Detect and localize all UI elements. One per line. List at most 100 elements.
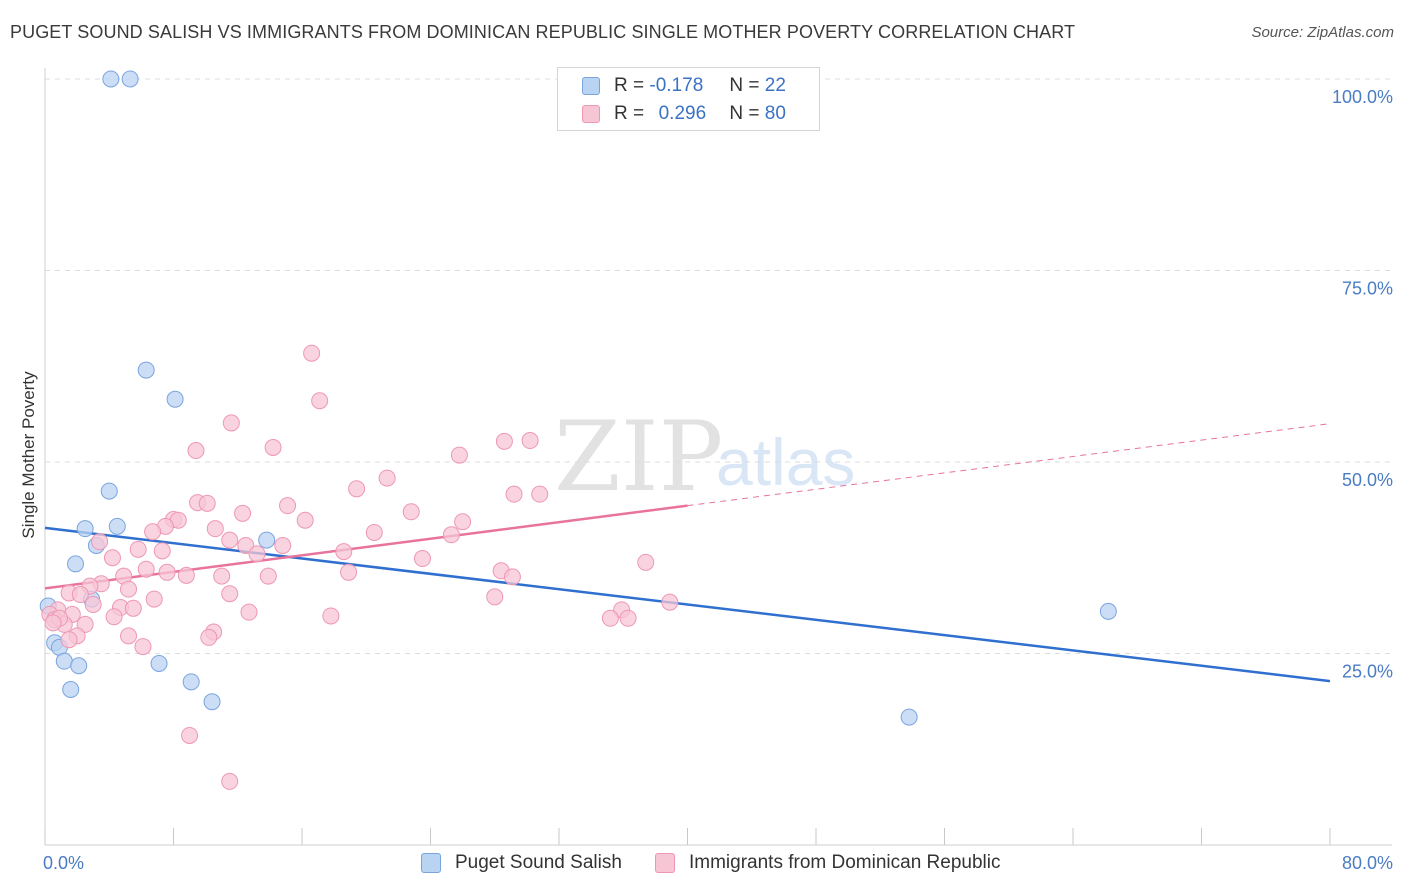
legend-row-puget: R = -0.178 N = 22 bbox=[582, 73, 786, 99]
point-dominican bbox=[84, 595, 102, 613]
point-dominican bbox=[200, 628, 218, 646]
y-axis-label: Single Mother Poverty bbox=[19, 371, 38, 539]
legend-r-value: -0.178 bbox=[649, 75, 704, 96]
point-dominican bbox=[221, 585, 239, 603]
point-dominican bbox=[234, 504, 252, 522]
series-legend: Puget Sound Salish Immigrants from Domin… bbox=[0, 852, 1406, 878]
point-dominican bbox=[71, 586, 89, 604]
point-dominican bbox=[505, 485, 523, 503]
point-dominican bbox=[450, 446, 468, 464]
point-puget bbox=[182, 673, 200, 691]
point-puget bbox=[1099, 602, 1117, 620]
legend-row-dominican: R = 0.296 N = 80 bbox=[582, 101, 786, 127]
point-puget bbox=[67, 555, 85, 573]
trend-line-puget bbox=[44, 526, 1331, 683]
point-dominican bbox=[103, 549, 121, 567]
source-credit: Source: ZipAtlas.com bbox=[1251, 24, 1394, 41]
point-dominican bbox=[181, 726, 199, 744]
point-dominican bbox=[486, 588, 504, 606]
legend-r-label: R = bbox=[614, 103, 645, 124]
point-puget bbox=[62, 681, 80, 699]
point-dominican bbox=[442, 526, 460, 544]
point-dominican bbox=[124, 599, 142, 617]
point-puget bbox=[203, 693, 221, 711]
point-dominican bbox=[531, 485, 549, 503]
point-dominican bbox=[601, 609, 619, 627]
point-dominican bbox=[177, 566, 195, 584]
legend-n-value: 22 bbox=[764, 75, 786, 96]
x-tick-label: 80.0% bbox=[1342, 853, 1393, 873]
point-puget bbox=[121, 70, 139, 88]
chart-title: PUGET SOUND SALISH VS IMMIGRANTS FROM DO… bbox=[10, 22, 1076, 42]
legend-n-value: 80 bbox=[764, 103, 786, 124]
point-dominican bbox=[145, 590, 163, 608]
point-puget bbox=[70, 657, 88, 675]
point-dominican bbox=[76, 615, 94, 633]
legend-swatch-puget bbox=[582, 77, 600, 95]
point-dominican bbox=[240, 603, 258, 621]
point-puget bbox=[55, 652, 73, 670]
watermark-zip: ZIP bbox=[554, 401, 723, 513]
point-dominican bbox=[661, 593, 679, 611]
correlation-legend: R = -0.178 N = 22 R = 0.296 N = 80 bbox=[557, 67, 820, 131]
point-dominican bbox=[637, 553, 655, 571]
point-dominican bbox=[187, 442, 205, 460]
watermark: ZIP atlas bbox=[554, 401, 855, 513]
point-dominican bbox=[134, 638, 152, 656]
point-dominican bbox=[402, 503, 420, 521]
point-puget bbox=[900, 708, 918, 726]
point-dominican bbox=[221, 531, 239, 549]
y-tick-label: 25.0% bbox=[1342, 662, 1393, 682]
point-dominican bbox=[206, 520, 224, 538]
point-dominican bbox=[264, 438, 282, 456]
trend-extension-dominican bbox=[687, 423, 1331, 507]
point-dominican bbox=[129, 540, 147, 558]
point-dominican bbox=[454, 513, 472, 531]
point-dominican bbox=[221, 772, 239, 790]
point-dominican bbox=[495, 432, 513, 450]
point-dominican bbox=[274, 536, 292, 554]
legend-swatch-dominican bbox=[582, 105, 600, 123]
x-tick-label: 0.0% bbox=[43, 853, 84, 873]
point-puget bbox=[137, 361, 155, 379]
point-dominican bbox=[619, 609, 637, 627]
series-legend-puget[interactable]: Puget Sound Salish bbox=[421, 852, 622, 874]
legend-n-label: N = bbox=[729, 75, 760, 96]
point-puget bbox=[166, 390, 184, 408]
point-dominican bbox=[60, 631, 78, 649]
point-puget bbox=[76, 520, 94, 538]
point-dominican bbox=[222, 414, 240, 432]
series-legend-dominican[interactable]: Immigrants from Dominican Republic bbox=[655, 852, 1001, 874]
point-dominican bbox=[365, 523, 383, 541]
point-dominican bbox=[413, 550, 431, 568]
series-swatch-dominican bbox=[655, 853, 675, 873]
point-dominican bbox=[311, 392, 329, 410]
point-dominican bbox=[296, 511, 314, 529]
point-puget bbox=[100, 482, 118, 500]
legend-n-label: N = bbox=[729, 103, 760, 124]
point-dominican bbox=[120, 580, 138, 598]
axes bbox=[44, 68, 1392, 846]
point-dominican bbox=[153, 542, 171, 560]
legend-r-value: 0.296 bbox=[658, 103, 707, 124]
point-dominican bbox=[378, 469, 396, 487]
point-dominican bbox=[303, 344, 321, 362]
point-dominican bbox=[105, 608, 123, 626]
point-dominican bbox=[503, 568, 521, 586]
point-puget bbox=[150, 654, 168, 672]
point-dominican bbox=[348, 480, 366, 498]
point-puget bbox=[108, 517, 126, 535]
gridlines bbox=[45, 78, 1392, 654]
point-dominican bbox=[198, 494, 216, 512]
point-dominican bbox=[144, 523, 162, 541]
point-dominican bbox=[335, 543, 353, 561]
point-dominican bbox=[120, 627, 138, 645]
series-label-puget: Puget Sound Salish bbox=[455, 852, 622, 873]
point-dominican bbox=[44, 614, 62, 632]
point-dominican bbox=[521, 432, 539, 450]
point-puget bbox=[258, 531, 276, 549]
legend-r-label: R = bbox=[614, 75, 645, 96]
series-label-dominican: Immigrants from Dominican Republic bbox=[689, 852, 1001, 873]
point-dominican bbox=[340, 563, 358, 581]
